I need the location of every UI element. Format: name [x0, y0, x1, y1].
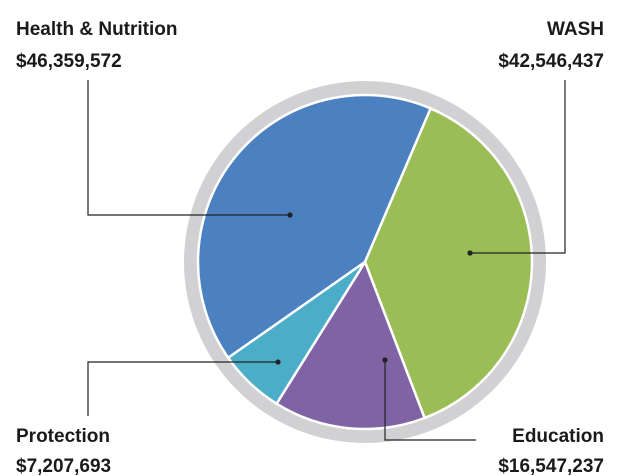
leader-dot	[275, 359, 281, 365]
leader-line	[470, 80, 566, 254]
slice-value-label: $42,546,437	[498, 51, 604, 72]
slice-label: Health & Nutrition	[16, 19, 178, 40]
leader-line	[87, 80, 290, 216]
slice-label: Protection	[16, 426, 110, 447]
slice-label: Education	[512, 426, 604, 447]
leader-dot	[467, 250, 473, 256]
leader-dot	[382, 357, 388, 363]
pie-slice	[363, 107, 534, 420]
slice-label: WASH	[547, 19, 604, 40]
pie-slice	[226, 260, 367, 405]
slice-value-label: $16,547,237	[498, 456, 604, 476]
slice-value-label: $46,359,572	[16, 51, 122, 72]
leader-dot	[287, 212, 293, 218]
leader-line	[384, 360, 476, 441]
leader-line	[87, 361, 278, 416]
slice-value-label: $7,207,693	[16, 456, 111, 476]
pie-slice	[275, 260, 426, 431]
pie-slice	[196, 93, 432, 360]
